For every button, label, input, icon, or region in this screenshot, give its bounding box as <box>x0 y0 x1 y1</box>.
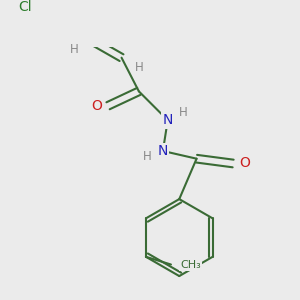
Text: H: H <box>70 44 79 56</box>
Text: CH₃: CH₃ <box>181 260 201 269</box>
Text: N: N <box>158 144 168 158</box>
Text: N: N <box>163 113 173 127</box>
Text: H: H <box>134 61 143 74</box>
Text: H: H <box>179 106 188 119</box>
Text: O: O <box>239 157 250 170</box>
Text: H: H <box>143 150 152 163</box>
Text: Cl: Cl <box>19 0 32 14</box>
Text: O: O <box>91 99 102 113</box>
